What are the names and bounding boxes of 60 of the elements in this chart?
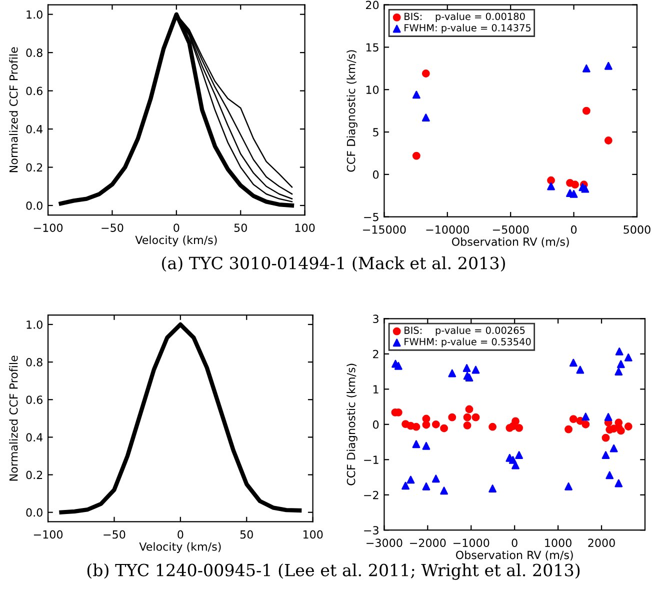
- y-tick-label: 0.6: [26, 86, 42, 96]
- y-tick-label: 0: [372, 170, 379, 179]
- x-tick-label: 50: [234, 224, 247, 232]
- legend-label: FWHM: p-value = 0.53540: [404, 338, 531, 348]
- y-tick-label: 5: [373, 128, 378, 136]
- x-tick-label: 0: [174, 224, 180, 232]
- y-axis-title: Normalized CCF Profile: [9, 47, 18, 172]
- x-tick-label: −10000: [426, 225, 469, 234]
- x-axis-title: Observation RV (m/s): [452, 237, 569, 248]
- y-tick-label: 3: [373, 314, 378, 324]
- x-tick-label: 100: [303, 530, 323, 539]
- x-tick-label: 100: [295, 224, 315, 232]
- x-tick-label: −5000: [492, 225, 529, 234]
- y-axis-title: CCF Diagnostic (km/s): [346, 50, 358, 172]
- y-tick-label: 0: [372, 420, 379, 429]
- legend-label: FWHM: p-value = 0.14375: [404, 24, 531, 34]
- x-tick-label: −50: [102, 224, 124, 232]
- x-axis-title: Velocity (km/s): [135, 236, 217, 246]
- x-tick-label: −50: [104, 530, 126, 539]
- y-tick-label: 0.8: [26, 358, 42, 366]
- x-axis-title: Velocity (km/s): [139, 542, 221, 553]
- y-tick-label: −5: [364, 212, 378, 222]
- y-axis-title: Normalized CCF Profile: [9, 356, 18, 481]
- x-tick-label: 50: [240, 530, 253, 539]
- y-tick-label: 1: [373, 385, 378, 394]
- y-tick-label: 0.0: [26, 508, 42, 517]
- y-tick-label: 1.0: [26, 320, 42, 329]
- legend-label: BIS: p-value = 0.00180: [404, 12, 525, 22]
- x-tick-label: −2000: [410, 538, 446, 548]
- y-tick-label: −1: [364, 456, 378, 464]
- y-tick-label: 20: [366, 0, 379, 10]
- y-tick-label: 0.4: [26, 433, 43, 442]
- y-tick-label: 0.2: [26, 470, 42, 480]
- x-tick-label: 0: [570, 225, 577, 234]
- x-tick-label: −1000: [454, 538, 490, 548]
- x-tick-label: −100: [34, 224, 63, 232]
- x-tick-label: 0: [178, 530, 184, 539]
- y-tick-label: 10: [366, 86, 379, 94]
- y-tick-label: 15: [366, 43, 378, 52]
- text: (b) TYC 1240-00945-1 (Lee et al. 2011; Wright et al. 2013): [87, 563, 580, 580]
- x-tick-label: 1000: [545, 538, 572, 548]
- y-tick-label: 0.6: [26, 396, 42, 404]
- x-tick-label: 0: [512, 538, 518, 548]
- y-tick-label: 1.0: [26, 10, 42, 19]
- y-tick-label: 0.4: [26, 125, 43, 134]
- y-tick-label: −3: [364, 526, 378, 534]
- x-tick-label: 5000: [624, 225, 650, 234]
- legend-label: BIS: p-value = 0.00265: [404, 326, 525, 336]
- x-tick-label: −15000: [363, 225, 406, 234]
- y-tick-label: 0.2: [26, 163, 42, 172]
- x-tick-label: 2000: [588, 538, 615, 548]
- x-tick-label: −3000: [366, 538, 402, 548]
- text: (a) TYC 3010-01494-1 (Mack et al. 2013): [162, 256, 505, 272]
- y-tick-label: 2: [373, 350, 378, 358]
- x-tick-label: −100: [34, 530, 63, 539]
- y-tick-label: −2: [364, 490, 378, 500]
- y-tick-label: 0.0: [26, 201, 42, 210]
- y-tick-label: 0.8: [26, 48, 42, 57]
- x-axis-title: Observation RV (m/s): [456, 550, 573, 560]
- y-axis-title: CCF Diagnostic (km/s): [346, 364, 358, 486]
